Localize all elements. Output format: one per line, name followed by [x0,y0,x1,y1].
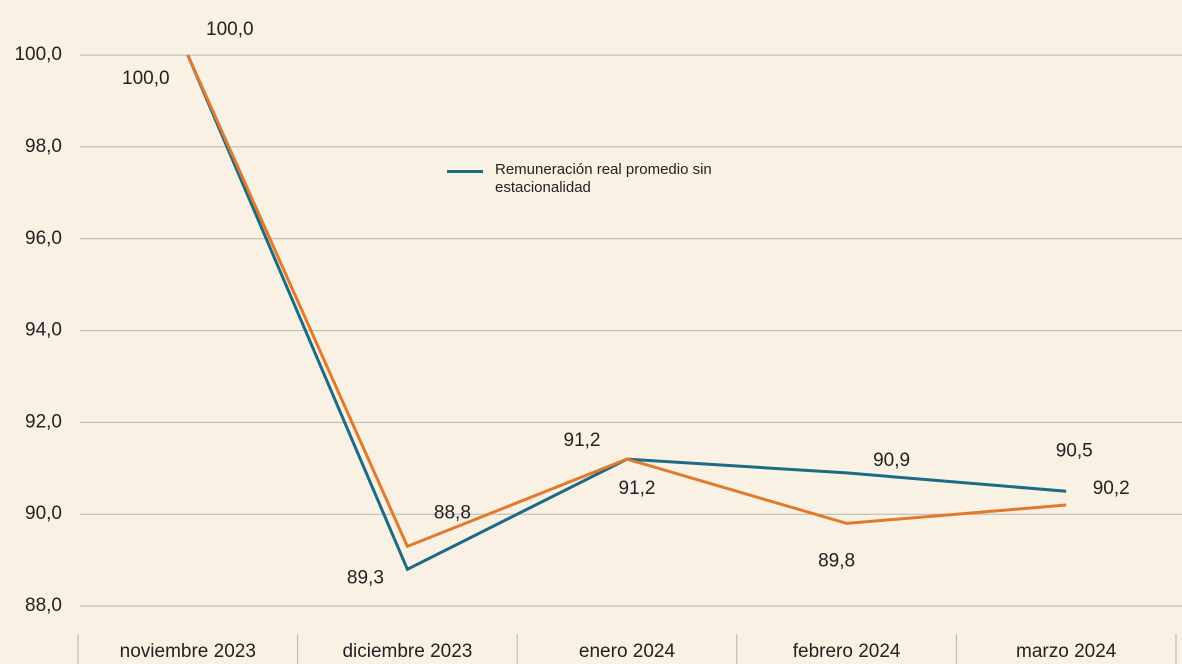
data-label: 91,2 [564,430,601,451]
y-tick-label: 98,0 [25,136,62,157]
data-label: 89,8 [818,550,855,571]
data-label: 90,2 [1093,478,1130,499]
y-tick-label: 100,0 [14,44,62,65]
x-tick-label: diciembre 2023 [342,641,472,662]
series-line [186,54,1067,549]
y-tick-label: 90,0 [25,503,62,524]
x-tick-label: febrero 2024 [793,641,901,662]
y-tick-label: 94,0 [25,320,62,341]
legend-label: Remuneración real promedio sin estaciona… [495,161,712,196]
data-label: 90,5 [1056,440,1093,461]
data-label: 100,0 [206,19,254,40]
y-tick-label: 92,0 [25,411,62,432]
data-label: 89,3 [347,567,384,588]
legend-swatch [447,170,483,173]
y-tick-label: 96,0 [25,228,62,249]
data-label: 91,2 [619,478,656,499]
x-tick-label: marzo 2024 [1016,641,1117,662]
legend: Remuneración real promedio sin estaciona… [447,161,725,197]
y-tick-label: 88,0 [25,595,62,616]
data-label: 100,0 [122,68,170,89]
x-tick-label: noviembre 2023 [120,641,256,662]
x-tick-label: enero 2024 [579,641,676,662]
data-label: 88,8 [434,502,471,523]
data-label: 90,9 [873,450,910,471]
